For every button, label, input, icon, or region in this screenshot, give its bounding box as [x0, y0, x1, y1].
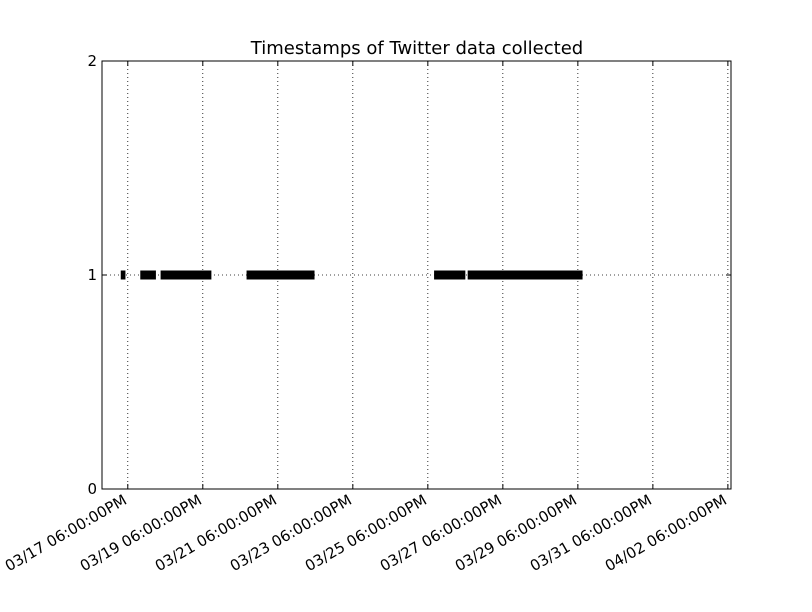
timestamp-segment	[140, 270, 156, 280]
timestamp-segment	[120, 270, 126, 280]
y-tick-labels: 0 1 2	[87, 52, 97, 498]
timestamp-segment	[246, 270, 315, 280]
timestamp-segment	[467, 270, 583, 280]
timestamp-segment	[160, 270, 212, 280]
axis-ticks	[102, 60, 731, 490]
y-tick-label: 2	[87, 52, 97, 70]
data-marks	[120, 270, 583, 280]
y-tick-label: 0	[87, 480, 97, 498]
y-tick-label: 1	[87, 266, 97, 284]
timestamp-segment	[573, 270, 575, 280]
timestamp-segment	[434, 270, 466, 280]
chart-title: Timestamps of Twitter data collected	[250, 38, 583, 59]
